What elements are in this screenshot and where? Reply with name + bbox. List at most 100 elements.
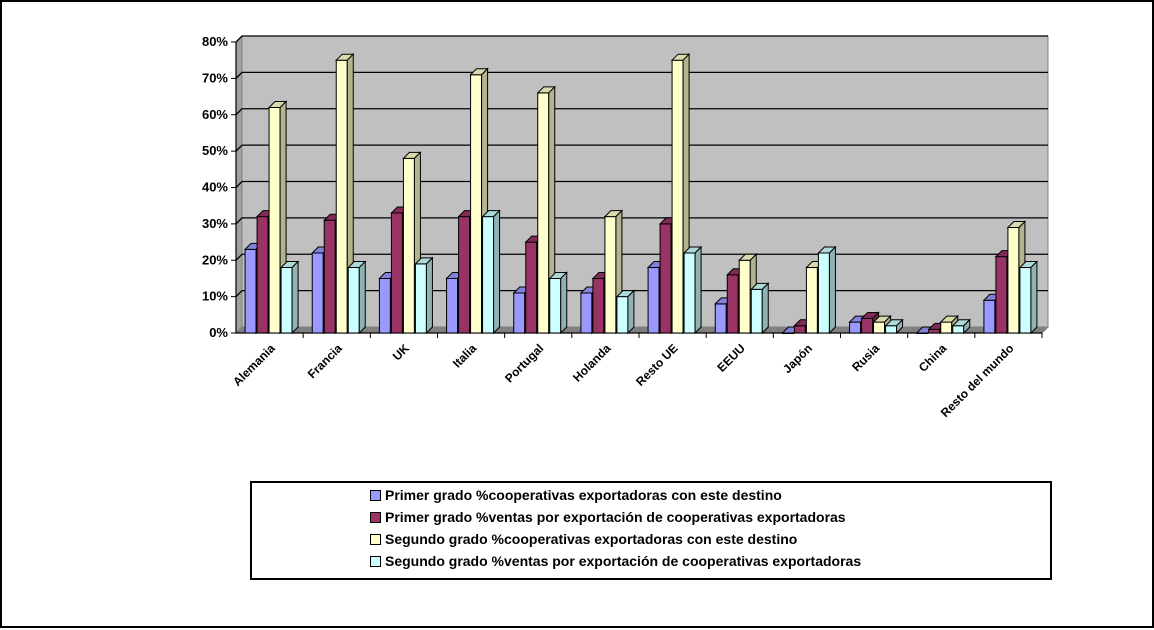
gridline [235,180,1048,188]
bar [311,252,324,334]
y-tick-label: 70% [202,70,228,85]
legend: Primer grado %cooperativas exportadoras … [250,481,1052,580]
bar-side [627,289,635,335]
legend-item: Primer grado %ventas por exportación de … [370,507,846,527]
x-category-label: Francia [305,341,345,381]
bar [280,267,293,334]
legend-item: Segundo grado %ventas por exportación de… [370,551,861,571]
bar [414,263,427,334]
plot-area: 0% 10% 20% 30% 40% 50% 60% 70% 80% Alemania Franci… [202,34,1050,420]
bar-side [493,209,501,335]
bar-side [1030,260,1038,335]
y-tick-label: 40% [202,180,228,195]
legend-label: Segundo grado %cooperativas exportadoras… [385,531,798,547]
bar-side [425,256,433,335]
bar [671,59,684,334]
y-tick-label: 60% [202,107,228,122]
bar-side [560,271,568,335]
legend-swatch [370,555,381,567]
bar [347,267,360,334]
x-category-label: Rusia [849,341,882,374]
bar [738,259,751,334]
bar-side [358,260,366,335]
bar [268,106,281,334]
bar [458,216,471,334]
bar [817,252,830,334]
bar [995,256,1008,334]
bar-side [694,245,702,335]
bar [378,277,391,334]
y-tick-label: 50% [202,143,228,158]
bar [849,321,862,334]
gridline [235,35,1048,43]
bar [726,274,739,334]
bar [470,74,483,334]
y-tick-label: 30% [202,216,228,231]
x-category-label: Portugal [502,341,546,385]
legend-label: Primer grado %cooperativas exportadoras … [385,487,782,503]
bar [714,303,727,334]
bar [1007,227,1020,334]
x-category-label: Holanda [570,341,614,385]
bar [482,216,495,334]
bar [805,267,818,334]
bar [873,321,886,334]
bar [616,296,629,334]
y-tick-label: 10% [202,289,228,304]
legend-label: Primer grado %ventas por exportación de … [385,509,846,525]
bar [390,212,403,334]
y-tick-label: 80% [202,34,228,49]
bar [928,328,941,334]
bar [244,248,257,334]
x-category-label: Resto UE [633,341,681,389]
bar [885,325,898,334]
bar [604,216,617,334]
bar-side [828,245,836,335]
bar-side [291,260,299,335]
gridline [235,144,1048,152]
bar [793,325,806,334]
x-category-label: Alemania [230,341,278,389]
gridline [235,108,1048,116]
bar [952,325,965,334]
gridline [235,253,1048,261]
legend-swatch [370,489,381,501]
y-tick-label: 0% [209,325,228,340]
bar [592,277,605,334]
x-category-label: Resto del mundo [938,341,1017,420]
bar [513,292,526,334]
x-category-label: Japón [780,341,815,376]
legend-label: Segundo grado %ventas por exportación de… [385,553,862,569]
legend-item: Segundo grado %cooperativas exportadoras… [370,529,797,549]
bar [983,299,996,334]
bar-side [963,318,971,335]
bar [549,277,562,334]
y-tick-label: 20% [202,252,228,267]
bar [683,252,696,334]
bar [940,321,953,334]
bar [525,241,538,334]
gridline [235,217,1048,225]
gridline [235,289,1048,298]
bar-side [761,282,769,335]
bar [647,267,660,334]
legend-swatch [370,533,381,545]
bar [402,157,415,334]
x-category-label: Italia [450,341,479,370]
x-category-label: UK [390,341,412,363]
legend-item: Primer grado %cooperativas exportadoras … [370,485,782,505]
bar [323,219,336,334]
gridline [235,71,1048,79]
bar [1019,267,1032,334]
bar [256,216,269,334]
bar [446,277,459,334]
legend-swatch [370,511,381,523]
x-category-label: China [916,341,950,375]
bar [335,59,348,334]
bar [580,292,593,334]
bar [537,92,550,334]
x-category-label: EEUU [714,341,747,374]
bar [659,223,672,334]
